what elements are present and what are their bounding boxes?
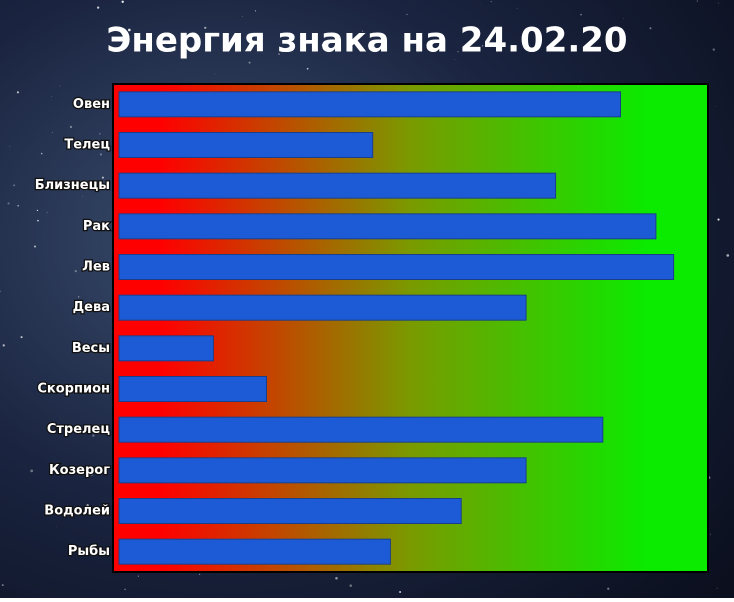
bar [119, 214, 656, 239]
y-tick-label: Стрелец [47, 422, 111, 437]
star [406, 14, 407, 15]
star [580, 14, 582, 16]
star [580, 81, 581, 82]
y-tick-label: Дева [73, 300, 110, 315]
star [517, 8, 518, 9]
y-tick-label: Овен [73, 97, 110, 112]
star [242, 16, 243, 17]
star [649, 27, 651, 29]
bar [119, 539, 390, 564]
star [124, 589, 125, 590]
star [37, 220, 39, 222]
star [607, 588, 609, 590]
bar [119, 458, 526, 483]
bar [119, 133, 373, 158]
star [697, 1, 698, 2]
bar [119, 377, 267, 402]
star [491, 1, 492, 2]
bar [119, 92, 621, 117]
star [713, 48, 715, 50]
star [349, 584, 352, 587]
star [121, 1, 123, 3]
star [41, 153, 43, 155]
y-tick-label: Лев [82, 260, 110, 275]
star [17, 205, 19, 207]
star [99, 133, 100, 134]
star [335, 577, 338, 580]
star [100, 153, 102, 155]
bar [119, 499, 461, 524]
bar [119, 417, 603, 442]
bar [119, 295, 526, 320]
star [249, 62, 251, 64]
y-tick-label: Рыбы [68, 544, 110, 559]
y-tick-label: Весы [72, 341, 110, 356]
star [3, 344, 5, 346]
y-tick-label: Водолей [44, 504, 110, 519]
y-tick-label: Близнецы [35, 178, 110, 193]
bar [119, 255, 674, 280]
bar [119, 336, 213, 361]
y-tick-label: Рак [83, 219, 110, 234]
star [70, 126, 72, 128]
star [717, 219, 719, 221]
star [2, 584, 4, 586]
star [717, 588, 718, 589]
star [34, 246, 36, 248]
star [97, 7, 99, 9]
star [215, 74, 216, 75]
star [199, 574, 200, 575]
star [30, 469, 33, 472]
star [7, 202, 9, 204]
star [726, 254, 729, 257]
star [21, 336, 23, 338]
star [255, 10, 256, 11]
y-tick-label: Козерог [49, 463, 110, 478]
star [307, 68, 309, 70]
chart-title: Энергия знака на 24.02.20 [106, 21, 627, 61]
star [52, 132, 53, 133]
y-tick-label: Телец [64, 138, 110, 153]
star [56, 527, 57, 528]
star [78, 296, 79, 297]
star [47, 212, 48, 213]
star [399, 591, 401, 593]
y-tick-label: Скорпион [37, 382, 110, 397]
star [17, 91, 19, 93]
star [51, 96, 52, 97]
star [10, 146, 11, 147]
star [60, 86, 61, 87]
bar [119, 173, 556, 198]
star [718, 3, 719, 4]
star [82, 196, 83, 197]
star [37, 210, 38, 211]
star [138, 576, 139, 577]
star [13, 184, 15, 186]
star [75, 270, 77, 272]
star [715, 106, 716, 107]
star [710, 534, 711, 535]
